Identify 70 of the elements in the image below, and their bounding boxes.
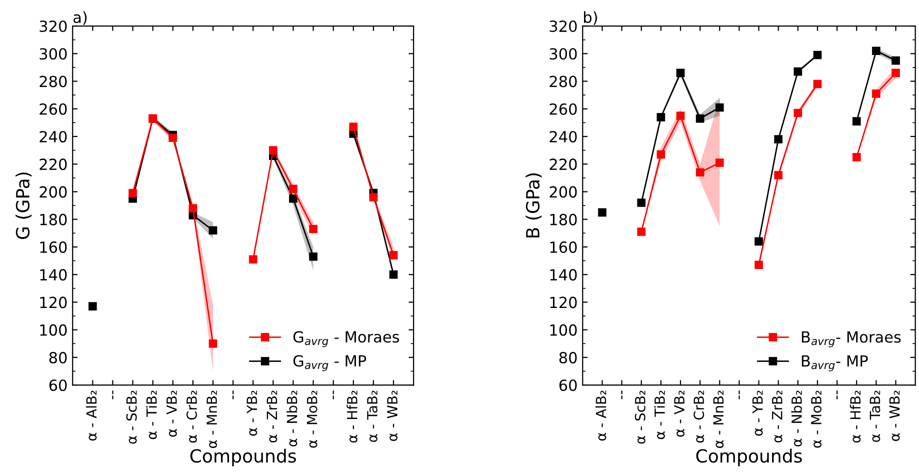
y-tick-label: 60 <box>49 379 67 392</box>
chart-title: b) <box>584 11 597 25</box>
y-tick-label: 160 <box>40 241 67 253</box>
x-tick-label: α - ScB₂ <box>634 390 646 444</box>
y-tick-label: 220 <box>550 158 577 170</box>
x-axis-title: Compounds <box>696 448 802 466</box>
x-tick-label: -- <box>738 390 740 400</box>
y-tick-label: 220 <box>40 158 67 170</box>
x-tick-label: α - AlB₂ <box>86 390 97 441</box>
x-tick-label: α - HfB₂ <box>346 390 358 443</box>
y-tick-label: 300 <box>550 48 577 60</box>
x-tick-label: α - ZrB₂ <box>772 390 782 442</box>
x-tick-label: α - TaB₂ <box>870 390 880 442</box>
x-tick-label: α - ZrB₂ <box>266 390 278 442</box>
y-axis-title: B (GPa) <box>526 173 542 238</box>
y-tick-label: 140 <box>40 269 67 281</box>
y-tick-label: 280 <box>550 76 577 88</box>
y-tick-label: 240 <box>550 130 577 142</box>
x-tick-label: α - TiB₂ <box>654 390 665 440</box>
y-tick-label: 260 <box>40 103 67 115</box>
y-tick-label: 120 <box>550 296 577 308</box>
x-tick-label: -- <box>112 390 114 400</box>
y-axis-title: G (GPa) <box>16 172 32 239</box>
y-tick-label: 260 <box>550 103 577 115</box>
y-tick-label: 280 <box>40 76 67 88</box>
y-tick-label: 140 <box>550 269 577 281</box>
y-tick-label: 200 <box>550 186 577 198</box>
chart-title: a) <box>74 11 87 25</box>
y-tick-label: 240 <box>40 130 67 142</box>
x-tick-label: α - WB₂ <box>889 390 900 441</box>
x-tick-label: α - YB₂ <box>246 390 258 436</box>
legend-label: G$_{avrg}$ - MP <box>293 355 366 372</box>
y-tick-label: 200 <box>40 186 67 198</box>
x-tick-label: -- <box>836 390 838 400</box>
x-tick-label: α - MnB₂ <box>206 390 217 448</box>
x-tick-label: -- <box>332 390 334 400</box>
legend-label: B$_{avrg}$- MP <box>802 355 868 372</box>
y-tick-label: 300 <box>40 48 67 60</box>
x-tick-label: α - AlB₂ <box>595 390 606 441</box>
x-axis-title: Compounds <box>190 448 296 466</box>
y-tick-label: 320 <box>40 20 67 32</box>
y-tick-label: 320 <box>550 20 577 32</box>
legend-label: G$_{avrg}$ - Moraes <box>293 331 400 348</box>
y-tick-label: 80 <box>49 352 67 364</box>
x-tick-label: α - HfB₂ <box>850 390 861 443</box>
y-tick-label: 80 <box>559 352 577 364</box>
x-tick-label: α - NbB₂ <box>286 390 298 446</box>
x-tick-label: α - MnB₂ <box>713 390 724 448</box>
x-tick-label: α - VB₂ <box>674 390 684 437</box>
x-tick-label: α - CrB₂ <box>694 390 704 443</box>
x-tick-label: α - WB₂ <box>387 390 398 441</box>
legend-label: B$_{avrg}$- Moraes <box>802 331 901 348</box>
x-tick-label: α - CrB₂ <box>186 390 197 443</box>
x-tick-label: -- <box>621 390 622 400</box>
x-tick-label: α - TaB₂ <box>367 390 378 442</box>
x-tick-label: α - VB₂ <box>166 390 177 437</box>
x-tick-label: α - TiB₂ <box>146 390 157 440</box>
y-tick-label: 180 <box>550 214 577 226</box>
y-tick-label: 60 <box>559 379 577 392</box>
x-tick-label: α - NbB₂ <box>791 390 802 446</box>
x-tick-label: α - MoB₂ <box>811 390 822 448</box>
y-tick-label: 180 <box>40 214 67 226</box>
x-tick-label: α - ScB₂ <box>126 390 137 444</box>
x-tick-label: α - YB₂ <box>752 390 763 436</box>
x-tick-label: -- <box>232 390 234 400</box>
x-tick-label: α - MoB₂ <box>306 390 318 448</box>
y-tick-label: 100 <box>40 324 67 336</box>
y-tick-label: 120 <box>40 296 67 308</box>
y-tick-label: 160 <box>550 241 577 253</box>
y-tick-label: 100 <box>550 324 577 336</box>
